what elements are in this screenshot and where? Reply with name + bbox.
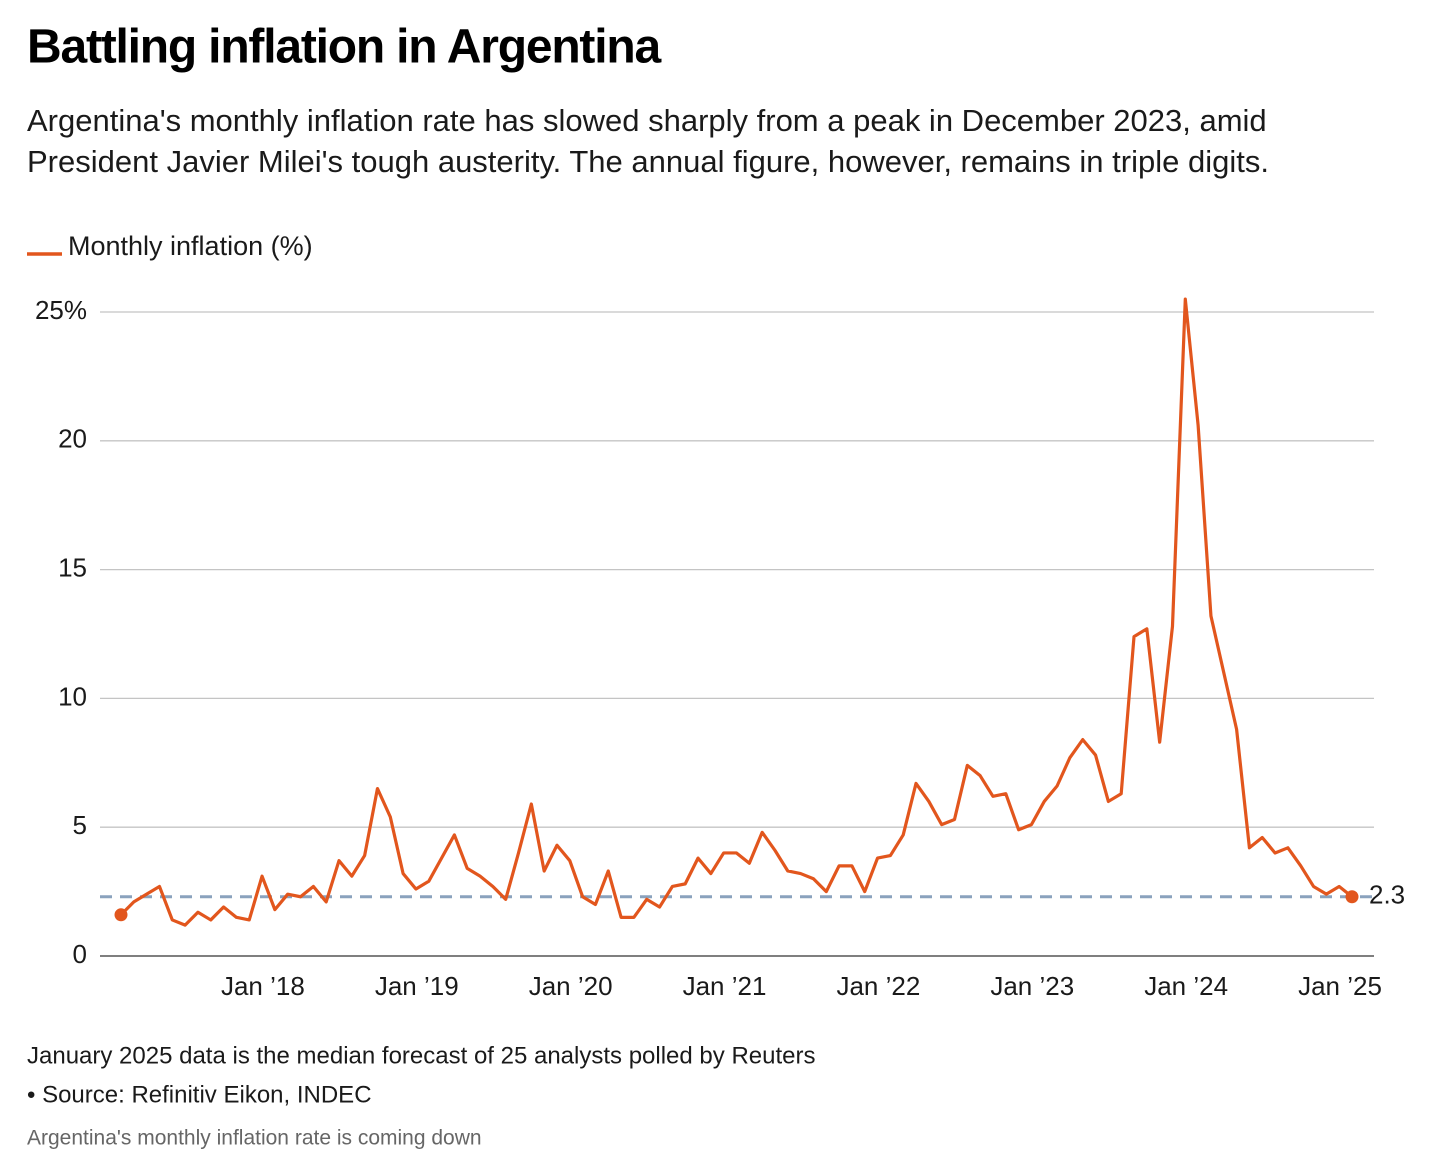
y-tick-label: 15 <box>58 552 87 582</box>
subtitle-line: President Javier Milei's tough austerity… <box>27 144 1269 179</box>
reference-label: 2.3 <box>1369 880 1405 910</box>
x-tick-label: Jan ’20 <box>529 971 613 1001</box>
end-point <box>114 908 128 922</box>
x-tick-label: Jan ’18 <box>221 971 305 1001</box>
x-tick-label: Jan ’23 <box>990 971 1074 1001</box>
note: January 2025 data is the median forecast… <box>27 1042 815 1069</box>
y-tick-label: 0 <box>73 939 87 969</box>
y-tick-label: 25% <box>35 295 87 325</box>
x-tick-label: Jan ’21 <box>683 971 767 1001</box>
y-tick-label: 20 <box>58 424 87 454</box>
y-tick-label: 10 <box>58 681 87 711</box>
subtitle-line: Argentina's monthly inflation rate has s… <box>27 103 1267 138</box>
x-tick-label: Jan ’19 <box>375 971 459 1001</box>
x-tick-label: Jan ’22 <box>836 971 920 1001</box>
y-tick-label: 5 <box>73 810 87 840</box>
chart-title: Battling inflation in Argentina <box>27 21 661 74</box>
x-tick-label: Jan ’25 <box>1298 971 1382 1001</box>
x-tick-label: Jan ’24 <box>1144 971 1228 1001</box>
series-line <box>119 297 1354 927</box>
legend-label: Monthly inflation (%) <box>68 231 313 261</box>
end-point <box>1345 890 1359 904</box>
source: • Source: Refinitiv Eikon, INDEC <box>27 1081 372 1108</box>
caption: Argentina's monthly inflation rate is co… <box>27 1127 482 1150</box>
